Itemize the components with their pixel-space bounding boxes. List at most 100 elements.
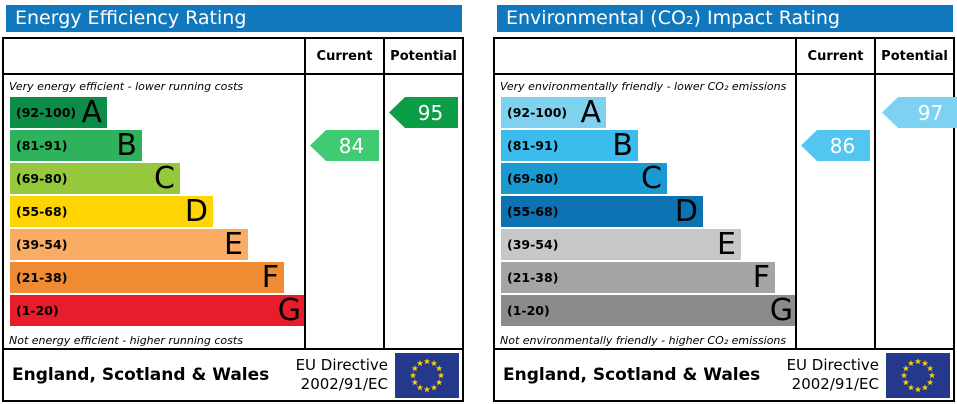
band-d: (55-68) D	[501, 196, 703, 227]
band-letter: C	[154, 160, 175, 196]
band-a: (92-100) A	[10, 97, 107, 128]
band-row-b: (81-91) B	[4, 130, 304, 161]
current-column-header: Current	[795, 39, 874, 73]
band-row-a: (92-100) A	[495, 97, 795, 128]
energy-efficiency-panel: Energy Efficiency Rating Current Potenti…	[0, 0, 466, 404]
band-letter: A	[81, 94, 102, 130]
band-d: (55-68) D	[10, 196, 213, 227]
eu-directive-line2: 2002/91/EC	[791, 375, 879, 393]
band-range-label: (55-68)	[16, 204, 68, 219]
band-row-d: (55-68) D	[495, 196, 795, 227]
band-row-g: (1-20) G	[495, 295, 795, 326]
band-range-label: (1-20)	[16, 303, 59, 318]
bands-area: Very environmentally friendly - lower CO…	[495, 75, 795, 348]
band-a: (92-100) A	[501, 97, 606, 128]
current-rating-arrow: 86	[801, 130, 870, 161]
band-row-f: (21-38) F	[495, 262, 795, 293]
band-e: (39-54) E	[10, 229, 248, 260]
bands-body: Very environmentally friendly - lower CO…	[495, 75, 957, 348]
footer: England, Scotland & Wales EU Directive 2…	[4, 348, 462, 400]
band-letter: B	[612, 127, 633, 163]
band-letter: E	[224, 226, 243, 262]
band-range-label: (81-91)	[16, 138, 68, 153]
band-row-e: (39-54) E	[4, 229, 304, 260]
eu-directive-line1: EU Directive	[295, 356, 388, 375]
band-range-label: (92-100)	[507, 105, 568, 120]
band-row-a: (92-100) A	[4, 97, 304, 128]
band-letter: F	[261, 259, 279, 295]
energy-efficiency-table: Current Potential Very energy efficient …	[2, 37, 464, 402]
band-b: (81-91) B	[10, 130, 142, 161]
potential-column: 95	[383, 75, 462, 348]
eu-directive-line2: 2002/91/EC	[300, 375, 388, 393]
potential-rating-arrow: 97	[882, 97, 957, 128]
environmental-impact-title: Environmental (CO₂) Impact Rating	[497, 5, 953, 32]
band-range-label: (21-38)	[507, 270, 559, 285]
band-letter: F	[752, 259, 770, 295]
band-letter: G	[769, 292, 793, 328]
band-row-b: (81-91) B	[495, 130, 795, 161]
potential-column-header: Potential	[874, 39, 953, 73]
current-column: 84	[304, 75, 383, 348]
band-c: (69-80) C	[10, 163, 180, 194]
rating-bands: (92-100) A (81-91) B (69-80) C (55-68) D (39-54)…	[4, 97, 304, 326]
eu-directive-line1: EU Directive	[786, 356, 879, 375]
header-spacer	[495, 39, 795, 73]
band-g: (1-20) G	[501, 295, 795, 326]
band-row-e: (39-54) E	[495, 229, 795, 260]
band-range-label: (69-80)	[16, 171, 68, 186]
bands-area: Very energy efficient - lower running co…	[4, 75, 304, 348]
band-range-label: (39-54)	[507, 237, 559, 252]
rating-bands: (92-100) A (81-91) B (69-80) C (55-68) D (39-54)…	[495, 97, 795, 326]
current-column: 86	[795, 75, 874, 348]
band-letter: G	[277, 292, 301, 328]
band-range-label: (69-80)	[507, 171, 559, 186]
bottom-caption: Not environmentally friendly - higher CO…	[500, 334, 787, 347]
band-letter: A	[580, 94, 601, 130]
region-label: England, Scotland & Wales	[12, 365, 270, 385]
eu-directive-label: EU Directive 2002/91/EC	[296, 356, 388, 394]
band-letter: B	[116, 127, 137, 163]
top-caption: Very energy efficient - lower running co…	[9, 80, 244, 93]
band-e: (39-54) E	[501, 229, 741, 260]
footer: England, Scotland & Wales EU Directive 2…	[495, 348, 953, 400]
region-label: England, Scotland & Wales	[503, 365, 761, 385]
energy-efficiency-title: Energy Efficiency Rating	[6, 5, 462, 32]
band-f: (21-38) F	[10, 262, 284, 293]
column-header-row: Current Potential	[4, 39, 462, 75]
header-spacer	[4, 39, 304, 73]
band-b: (81-91) B	[501, 130, 638, 161]
band-range-label: (1-20)	[507, 303, 550, 318]
bottom-caption: Not energy efficient - higher running co…	[9, 334, 243, 347]
band-range-label: (81-91)	[507, 138, 559, 153]
band-row-d: (55-68) D	[4, 196, 304, 227]
current-column-header: Current	[304, 39, 383, 73]
current-rating-arrow: 84	[310, 130, 379, 161]
eu-flag-icon	[886, 352, 950, 398]
eu-directive-label: EU Directive 2002/91/EC	[787, 356, 879, 394]
environmental-impact-table: Current Potential Very environmentally f…	[493, 37, 957, 402]
band-letter: D	[184, 193, 208, 229]
potential-column-header: Potential	[383, 39, 462, 73]
band-row-f: (21-38) F	[4, 262, 304, 293]
band-range-label: (55-68)	[507, 204, 559, 219]
band-c: (69-80) C	[501, 163, 667, 194]
band-g: (1-20) G	[10, 295, 304, 326]
band-row-g: (1-20) G	[4, 295, 304, 326]
band-row-c: (69-80) C	[495, 163, 795, 194]
potential-column: 97	[874, 75, 957, 348]
column-header-row: Current Potential	[495, 39, 953, 75]
band-letter: E	[717, 226, 736, 262]
band-range-label: (39-54)	[16, 237, 68, 252]
top-caption: Very environmentally friendly - lower CO…	[500, 80, 787, 93]
environmental-impact-panel: Environmental (CO₂) Impact Rating Curren…	[491, 0, 957, 404]
bands-body: Very energy efficient - lower running co…	[4, 75, 462, 348]
band-f: (21-38) F	[501, 262, 775, 293]
eu-flag-icon	[395, 352, 459, 398]
band-row-c: (69-80) C	[4, 163, 304, 194]
band-range-label: (92-100)	[16, 105, 77, 120]
band-letter: D	[674, 193, 698, 229]
band-range-label: (21-38)	[16, 270, 68, 285]
potential-rating-arrow: 95	[389, 97, 458, 128]
